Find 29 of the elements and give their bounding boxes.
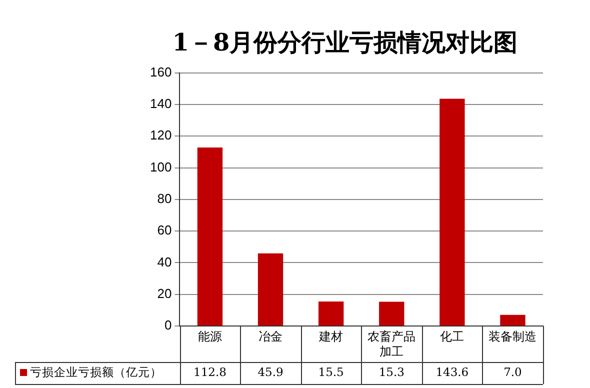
- bar: [440, 98, 465, 326]
- bar: [258, 253, 284, 326]
- y-tick-label: 60: [157, 222, 172, 238]
- data-label: 15.3: [378, 364, 404, 379]
- legend-label: 亏损企业亏损额（亿元）: [30, 364, 162, 379]
- chart-title: 1－8月份分行业亏损情况对比图: [172, 28, 518, 57]
- bar: [318, 301, 344, 326]
- x-tick-label: 冶金: [258, 330, 283, 344]
- y-tick-label: 160: [150, 64, 172, 80]
- y-tick-label: 140: [150, 96, 172, 112]
- y-tick-label: 20: [157, 286, 172, 301]
- y-tick-label: 100: [150, 159, 172, 174]
- bar: [197, 147, 223, 326]
- x-tick-label: 装备制造: [488, 330, 537, 344]
- bar: [500, 314, 526, 326]
- x-tick-label: 农畜产品加工: [368, 330, 416, 359]
- x-tick-label: 能源: [198, 330, 222, 344]
- data-label: 15.5: [318, 364, 344, 379]
- x-tick-label: 化工: [440, 330, 464, 344]
- data-label: 45.9: [258, 364, 284, 379]
- y-tick-label: 0: [164, 318, 172, 333]
- data-label: 7.0: [504, 364, 522, 379]
- data-label: 112.8: [193, 364, 226, 379]
- bar: [379, 302, 404, 326]
- x-tick-label: 建材: [318, 330, 344, 344]
- y-tick-label: 80: [157, 190, 172, 206]
- y-tick-label: 120: [150, 128, 172, 143]
- data-label: 143.6: [436, 364, 469, 379]
- y-tick-label: 40: [157, 254, 172, 270]
